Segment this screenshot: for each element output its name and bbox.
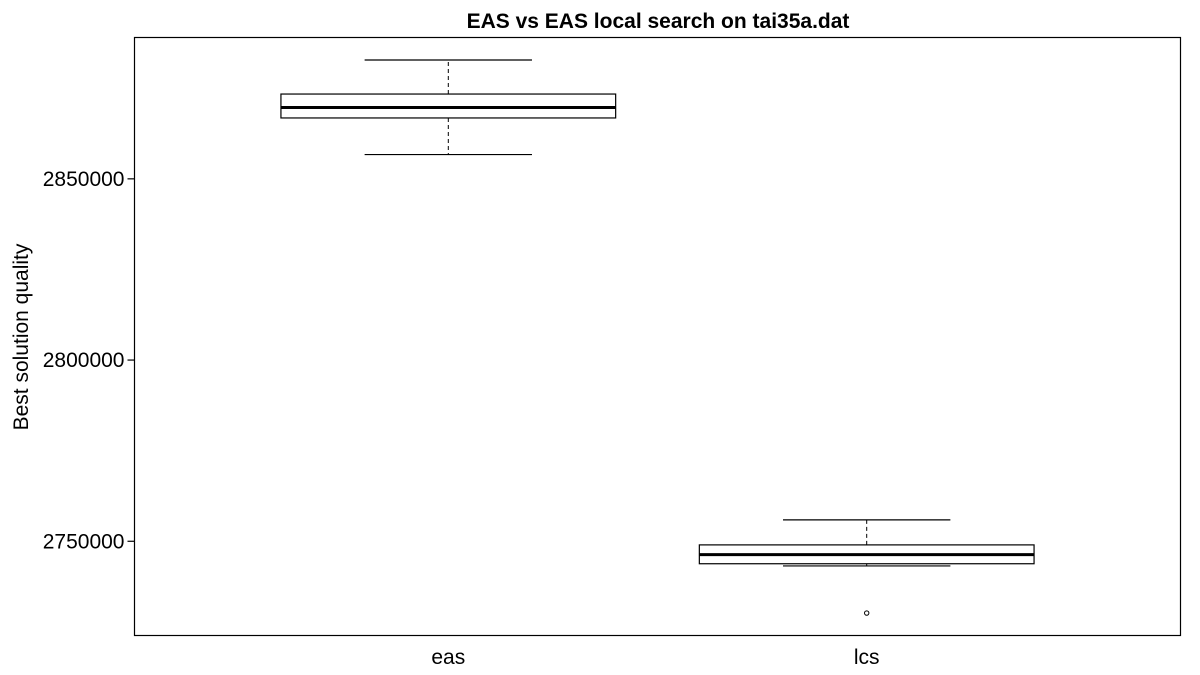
- plot-frame: [133, 36, 1182, 637]
- x-tick-label: eas: [431, 646, 465, 669]
- y-tick-label: 2850000: [43, 168, 125, 191]
- x-tick-label: lcs: [854, 646, 880, 669]
- y-axis: 2750000 2800000 2850000: [43, 168, 135, 553]
- y-tick-label: 2800000: [43, 349, 125, 372]
- y-tick-label: 2750000: [43, 530, 125, 553]
- box-group-lcs: [698, 519, 1035, 616]
- outlier-point: [864, 610, 870, 616]
- boxes: [280, 59, 1035, 616]
- x-axis: eas lcs: [431, 646, 879, 669]
- chart-title: EAS vs EAS local search on tai35a.dat: [467, 10, 850, 33]
- box-group-eas: [280, 59, 617, 156]
- y-axis-label: Best solution quality: [10, 243, 33, 430]
